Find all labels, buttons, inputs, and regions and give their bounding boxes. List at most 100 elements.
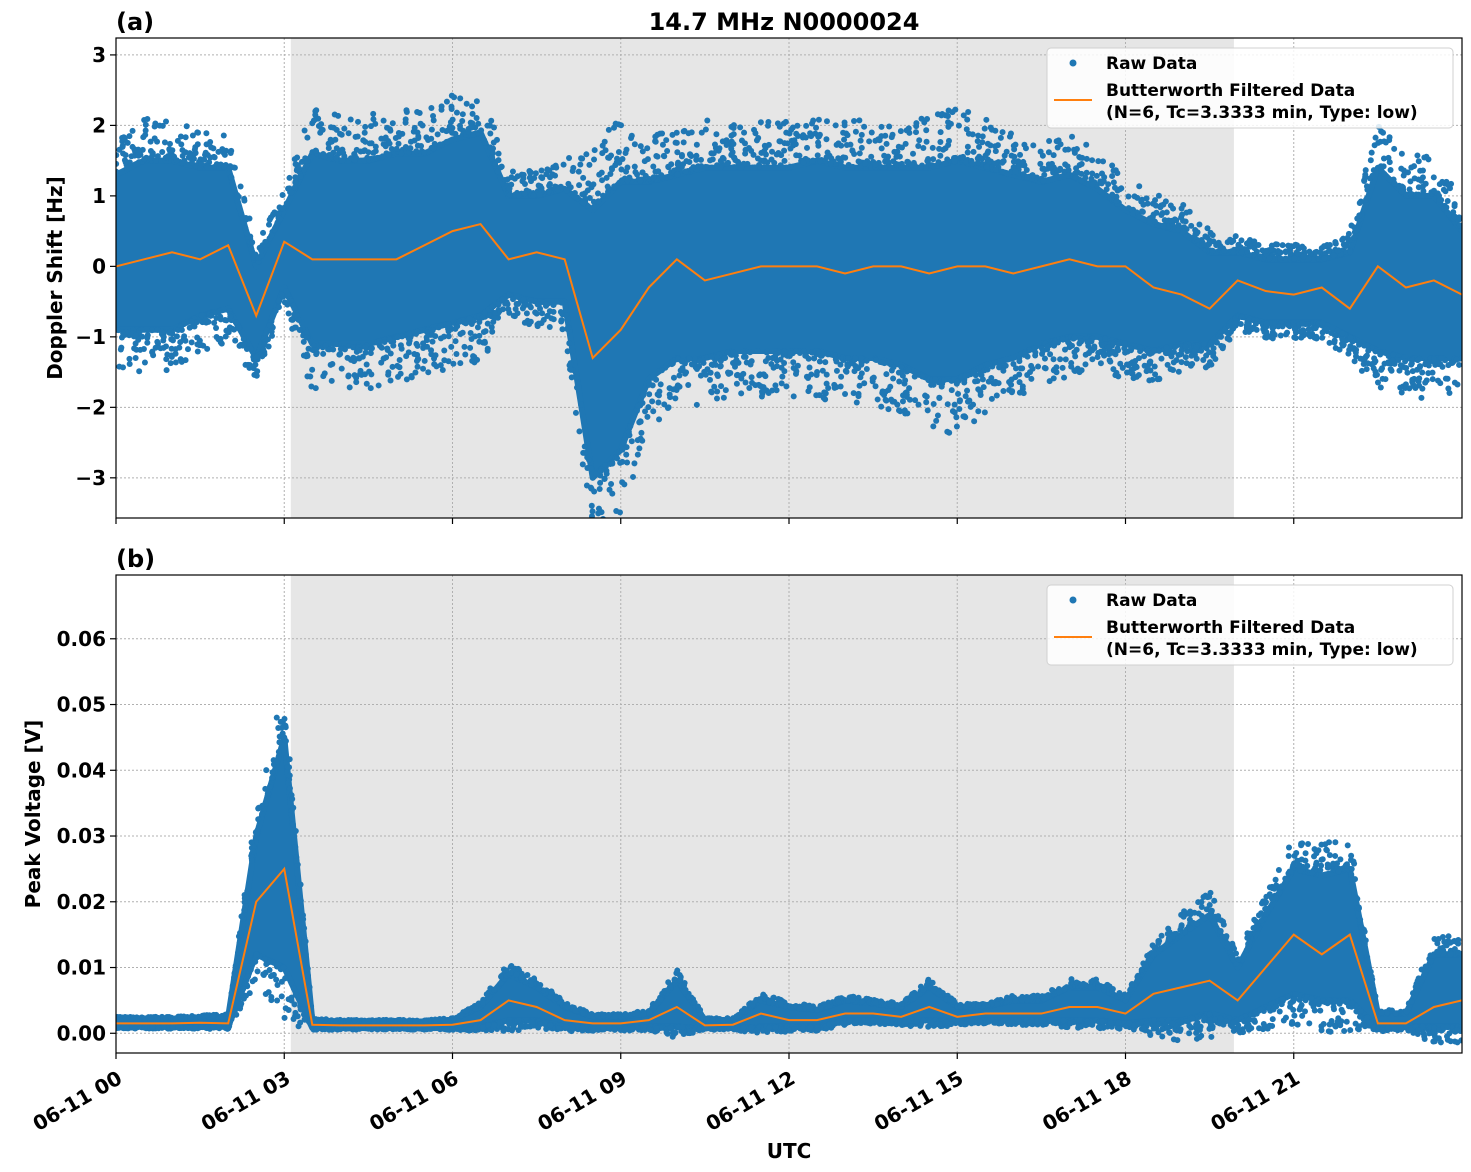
raw-data-point — [379, 153, 386, 160]
raw-data-point — [271, 226, 278, 233]
x-axis-label: UTC — [767, 1139, 812, 1163]
raw-data-point — [491, 1022, 498, 1029]
raw-data-point — [183, 123, 190, 130]
raw-data-point — [149, 152, 156, 159]
raw-data-point — [554, 186, 561, 193]
raw-data-point — [178, 141, 185, 148]
raw-data-point — [292, 161, 299, 168]
raw-data-point — [705, 1016, 712, 1023]
raw-data-point — [1110, 167, 1117, 174]
raw-data-point — [987, 124, 994, 131]
raw-data-point — [386, 140, 393, 147]
raw-data-point — [132, 1025, 139, 1032]
raw-data-point — [527, 297, 534, 304]
raw-data-point — [1175, 222, 1182, 229]
raw-data-point — [899, 163, 906, 170]
raw-data-point — [942, 112, 949, 119]
raw-data-point — [645, 404, 652, 411]
raw-data-point — [1046, 138, 1053, 145]
raw-data-point — [1274, 241, 1281, 248]
raw-data-point — [966, 397, 973, 404]
raw-data-point — [1089, 157, 1096, 164]
raw-data-point — [863, 357, 870, 364]
raw-data-point — [396, 1026, 403, 1033]
raw-data-point — [195, 129, 202, 136]
raw-data-point — [203, 130, 210, 137]
raw-data-point — [1026, 369, 1033, 376]
raw-data-point — [935, 159, 942, 166]
raw-data-point — [253, 372, 260, 379]
raw-data-point — [217, 1013, 224, 1020]
raw-data-point — [535, 320, 542, 327]
raw-data-point — [787, 145, 794, 152]
raw-data-point — [937, 152, 944, 159]
raw-data-point — [384, 124, 391, 131]
raw-data-point — [543, 301, 550, 308]
raw-data-point — [1294, 251, 1301, 258]
raw-data-point — [773, 387, 780, 394]
raw-data-point — [1183, 209, 1190, 216]
panel-a-label: (a) — [116, 8, 154, 36]
raw-data-point — [646, 175, 653, 182]
raw-data-point — [585, 180, 592, 187]
raw-data-point — [1057, 141, 1064, 148]
raw-data-point — [624, 177, 631, 184]
raw-data-point — [920, 144, 927, 151]
raw-data-point — [160, 344, 167, 351]
raw-data-point — [1244, 320, 1251, 327]
raw-data-point — [123, 165, 130, 172]
raw-data-point — [1332, 345, 1339, 352]
raw-data-point — [755, 134, 762, 141]
raw-data-point — [559, 326, 566, 333]
raw-data-point — [406, 337, 413, 344]
raw-data-point — [309, 366, 316, 373]
raw-data-point — [1334, 327, 1341, 334]
raw-data-point — [388, 1017, 395, 1024]
raw-data-point — [844, 132, 851, 139]
raw-data-point — [1404, 369, 1411, 376]
raw-data-point — [1347, 334, 1354, 341]
raw-data-point — [266, 322, 273, 329]
raw-data-point — [268, 993, 275, 1000]
raw-data-point — [708, 388, 715, 395]
raw-data-point — [692, 355, 699, 362]
raw-data-point — [693, 366, 700, 373]
raw-data-point — [169, 153, 176, 160]
raw-data-point — [389, 120, 396, 127]
raw-data-point — [886, 123, 893, 130]
raw-data-point — [390, 342, 397, 349]
raw-data-point — [362, 349, 369, 356]
raw-data-point — [868, 129, 875, 136]
raw-data-point — [924, 115, 931, 122]
raw-data-point — [491, 315, 498, 322]
raw-data-point — [597, 468, 604, 475]
raw-data-point — [1429, 376, 1436, 383]
raw-data-point — [600, 192, 607, 199]
raw-data-point — [863, 366, 870, 373]
raw-data-point — [268, 973, 275, 980]
raw-data-point — [599, 177, 606, 184]
raw-data-point — [624, 164, 631, 171]
raw-data-point — [353, 146, 360, 153]
raw-data-point — [166, 140, 173, 147]
raw-data-point — [758, 393, 765, 400]
raw-data-point — [1099, 342, 1106, 349]
raw-data-point — [842, 154, 849, 161]
raw-data-point — [254, 368, 261, 375]
raw-data-point — [535, 1024, 542, 1031]
raw-data-point — [887, 383, 894, 390]
raw-data-point — [1082, 174, 1089, 181]
raw-data-point — [1109, 173, 1116, 180]
raw-data-point — [1111, 184, 1118, 191]
raw-data-point — [1456, 361, 1462, 368]
raw-data-point — [406, 330, 413, 337]
raw-data-point — [1151, 363, 1158, 370]
raw-data-point — [976, 143, 983, 150]
raw-data-point — [192, 1024, 199, 1031]
raw-data-point — [258, 252, 265, 259]
raw-data-point — [1321, 255, 1328, 262]
raw-data-point — [929, 144, 936, 151]
raw-data-point — [1277, 249, 1284, 256]
raw-data-point — [270, 211, 277, 218]
raw-data-point — [285, 310, 292, 317]
